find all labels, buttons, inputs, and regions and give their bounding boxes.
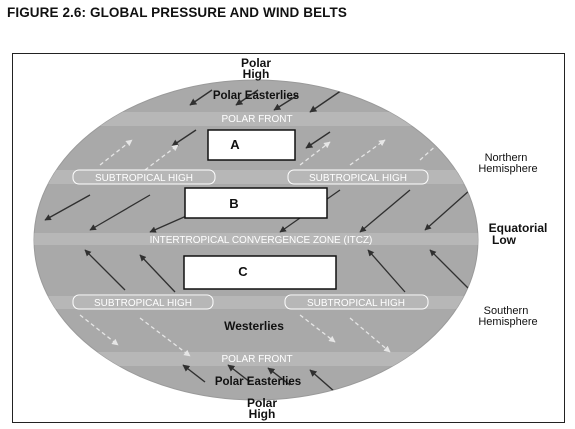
northern-hemisphere-line2: Hemisphere bbox=[478, 163, 537, 175]
north-pole-line2: High bbox=[243, 67, 270, 81]
wind-arrow bbox=[227, 364, 251, 383]
answer-box-a-label: A bbox=[230, 137, 240, 152]
wind-arrow bbox=[367, 249, 406, 293]
south-pole-line2: High bbox=[249, 407, 276, 421]
diagram-frame bbox=[12, 53, 565, 423]
wind-arrow bbox=[424, 189, 471, 231]
answer-box-b-label: B bbox=[229, 196, 238, 211]
answer-box-b[interactable] bbox=[184, 187, 328, 219]
northern-hemisphere-line1: Northern bbox=[485, 152, 528, 164]
wind-arrow bbox=[359, 189, 411, 233]
polar-easterlies-north: Polar Easterlies bbox=[213, 90, 299, 102]
answer-box-c-label: C bbox=[238, 264, 248, 279]
wind-arrow bbox=[299, 141, 331, 166]
subtropical-high-pill bbox=[284, 294, 429, 310]
wind-arrow bbox=[305, 131, 331, 149]
westerlies-label: Westerlies bbox=[224, 319, 284, 333]
wind-arrow bbox=[139, 317, 191, 357]
southern-hemisphere-line1: Southern bbox=[484, 305, 529, 317]
wind-arrow bbox=[171, 129, 197, 147]
wind-arrow bbox=[235, 89, 259, 106]
itcz-band bbox=[34, 233, 478, 245]
wind-arrow bbox=[182, 364, 206, 383]
wind-arrow bbox=[273, 94, 299, 111]
wind-arrow bbox=[349, 317, 391, 353]
wind-arrow bbox=[79, 314, 119, 346]
wind-arrow bbox=[429, 249, 471, 291]
north-pole-line1: Polar bbox=[241, 56, 271, 70]
subtropical-high-pill bbox=[72, 169, 216, 185]
subtropical-high-south-right: SUBTROPICAL HIGH bbox=[307, 298, 405, 309]
subtropical-high-north-left: SUBTROPICAL HIGH bbox=[95, 173, 193, 184]
polar-easterlies-south: Polar Easterlies bbox=[215, 376, 301, 388]
latitude-bands bbox=[34, 112, 478, 366]
figure-title: FIGURE 2.6: GLOBAL PRESSURE AND WIND BEL… bbox=[7, 5, 347, 20]
answer-box-a[interactable] bbox=[207, 129, 296, 161]
wind-arrow bbox=[44, 194, 91, 221]
wind-arrow bbox=[189, 89, 213, 106]
subtropical-high-north-right: SUBTROPICAL HIGH bbox=[309, 173, 407, 184]
wind-arrow bbox=[84, 249, 126, 291]
wind-arrow bbox=[139, 254, 176, 293]
subtropical-south-band bbox=[34, 296, 478, 309]
subtropical-high-south-left: SUBTROPICAL HIGH bbox=[94, 298, 192, 309]
southern-hemisphere-line2: Hemisphere bbox=[478, 316, 537, 328]
south-pole-line1: Polar bbox=[247, 396, 277, 410]
subtropical-high-pill bbox=[72, 294, 214, 310]
polar-front-north: POLAR FRONT bbox=[221, 114, 292, 125]
polar-front-south: POLAR FRONT bbox=[221, 354, 292, 365]
polar-front-south-band bbox=[34, 352, 478, 366]
wind-arrow bbox=[89, 194, 151, 231]
wind-arrow bbox=[309, 87, 346, 113]
polar-front-north-band bbox=[34, 112, 478, 126]
wind-arrow bbox=[309, 369, 336, 393]
wind-arrow bbox=[299, 314, 336, 343]
wind-arrow bbox=[349, 139, 386, 166]
subtropical-north-band bbox=[34, 170, 478, 184]
equatorial-low-line2: Low bbox=[492, 233, 517, 247]
subtropical-high-pill bbox=[287, 169, 429, 185]
wind-arrow bbox=[267, 367, 291, 386]
equatorial-low-line1: Equatorial bbox=[489, 221, 548, 235]
itcz-label: INTERTROPICAL CONVERGENCE ZONE (ITCZ) bbox=[150, 235, 373, 246]
answer-box-c[interactable] bbox=[183, 255, 337, 290]
